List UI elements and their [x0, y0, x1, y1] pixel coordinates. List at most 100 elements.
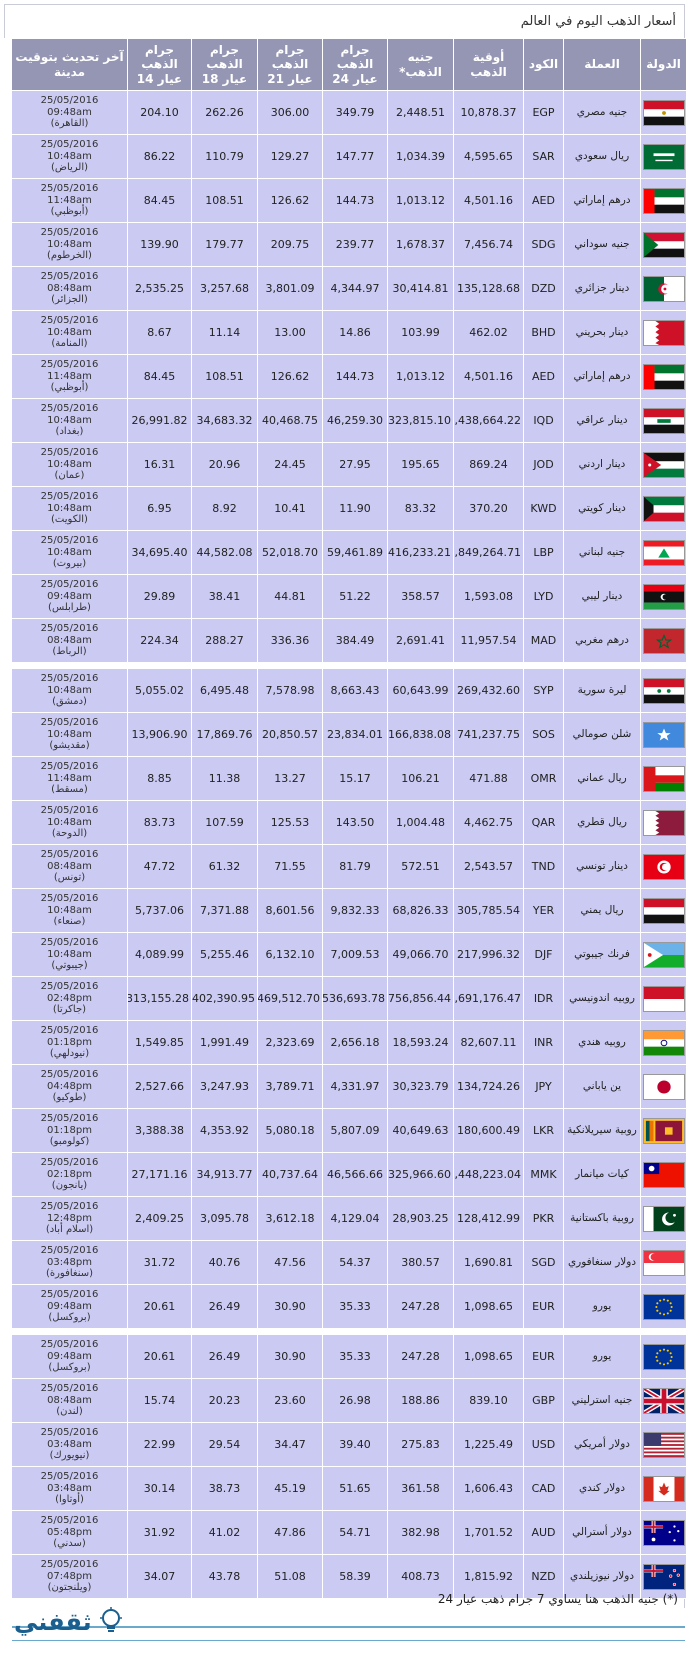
update-city: (كولومبو)	[49, 1136, 90, 1148]
pound-price-cell: 408.73	[387, 1554, 454, 1599]
update-time: 10:48am	[47, 238, 92, 250]
update-date: 25/05/2016	[40, 1427, 99, 1439]
gram-24-price-cell: 144.73	[322, 354, 388, 399]
table-row: جنيه سوداني SDG 7,456.74 1,678.37 239.77 209.…	[11, 222, 687, 267]
gram-18-price-cell: 107.59	[191, 800, 258, 845]
ounce-price-cell: 1,849,264.71	[453, 530, 524, 575]
currency-cell: ريال سعودي	[563, 134, 641, 179]
last-update-cell: 25/05/2016 10:48am (دمشق)	[11, 668, 128, 713]
code-cell: BHD	[523, 310, 564, 355]
gram-18-price-cell: 29.54	[191, 1422, 258, 1467]
gram-18-price-cell: 402,390.95	[191, 976, 258, 1021]
gram-14-price-cell: 34,695.40	[127, 530, 192, 575]
currency-cell: ريال قطري	[563, 800, 641, 845]
update-date: 25/05/2016	[40, 1157, 99, 1169]
currency-cell: درهم إماراتي	[563, 178, 641, 223]
currency-cell: شلن صومالي	[563, 712, 641, 757]
gram-21-price-cell: 23.60	[257, 1378, 323, 1423]
flag-cell	[640, 1196, 687, 1241]
update-time: 10:48am	[47, 150, 92, 162]
gram-21-price-cell: 47.86	[257, 1510, 323, 1555]
last-update-cell: 25/05/2016 03:48pm (سنغافورة)	[11, 1240, 128, 1285]
ounce-price-cell: 217,996.32	[453, 932, 524, 977]
currency-cell: دينار ليبي	[563, 574, 641, 619]
update-time: 12:48pm	[47, 1212, 92, 1224]
table-row: دولار أمريكي USD 1,225.49 275.83 39.40 34.47 2…	[11, 1422, 687, 1467]
gram-24-price-cell: 7,009.53	[322, 932, 388, 977]
flag-cell	[640, 354, 687, 399]
last-update-cell: 25/05/2016 10:48am (صنعاء)	[11, 888, 128, 933]
flag-cell	[640, 1152, 687, 1197]
code-cell: CAD	[523, 1466, 564, 1511]
update-city: (الجزائر)	[51, 294, 88, 306]
gram-18-price-cell: 34,913.77	[191, 1152, 258, 1197]
update-city: (لندن)	[56, 1406, 83, 1418]
currency-cell: جنيه مصري	[563, 90, 641, 135]
pound-price-cell: 572.51	[387, 844, 454, 889]
gram-24-price-cell: 384.49	[322, 618, 388, 663]
update-date: 25/05/2016	[40, 1339, 99, 1351]
gram-18-price-cell: 61.32	[191, 844, 258, 889]
last-update-cell: 25/05/2016 11:48am (أبوظبي)	[11, 354, 128, 399]
update-date: 25/05/2016	[40, 535, 99, 547]
gram-21-price-cell: 7,578.98	[257, 668, 323, 713]
table-row: جنيه استرليني GBP 839.10 188.86 26.98 23.60 20…	[11, 1378, 687, 1423]
code-cell: EUR	[523, 1284, 564, 1329]
gram-14-price-cell: 20.61	[127, 1334, 192, 1379]
gram-21-price-cell: 52,018.70	[257, 530, 323, 575]
gram-14-price-cell: 1,549.85	[127, 1020, 192, 1065]
ounce-price-cell: 471.88	[453, 756, 524, 801]
gram-14-price-cell: 224.34	[127, 618, 192, 663]
last-update-cell: 25/05/2016 10:48am (الدوحة)	[11, 800, 128, 845]
table-header-row: الدولة العملة الكود أوقية الذهب جنيه الذ…	[11, 38, 687, 91]
update-city: (تونس)	[53, 872, 86, 884]
pound-price-cell: 247.28	[387, 1334, 454, 1379]
brand-logo[interactable]: ثقفني	[14, 1607, 124, 1637]
gram-21-price-cell: 129.27	[257, 134, 323, 179]
update-city: (أبوظبي)	[50, 206, 89, 218]
ounce-price-cell: 305,785.54	[453, 888, 524, 933]
gram-18-price-cell: 5,255.46	[191, 932, 258, 977]
lightbulb-icon	[99, 1607, 122, 1632]
ounce-price-cell: 1,593.08	[453, 574, 524, 619]
ounce-price-cell: 869.24	[453, 442, 524, 487]
update-date: 25/05/2016	[40, 761, 99, 773]
gram-14-price-cell: 13,906.90	[127, 712, 192, 757]
code-cell: TND	[523, 844, 564, 889]
gram-14-price-cell: 2,409.25	[127, 1196, 192, 1241]
pound-price-cell: 49,066.70	[387, 932, 454, 977]
gram-18-price-cell: 3,247.93	[191, 1064, 258, 1109]
update-city: (بروكسل)	[48, 1312, 91, 1324]
bahrain-flag-icon	[642, 319, 685, 346]
update-date: 25/05/2016	[40, 1069, 99, 1081]
gram-18-price-cell: 3,257.68	[191, 266, 258, 311]
gold-prices-table-wrap: الدولة العملة الكود أوقية الذهب جنيه الذ…	[11, 38, 687, 1599]
singapore-flag-icon	[642, 1249, 685, 1276]
table-row: دينار عراقي IQD 1,438,664.22 323,815.10 46,2…	[11, 398, 687, 443]
currency-cell: دينار جزائري	[563, 266, 641, 311]
code-cell: NZD	[523, 1554, 564, 1599]
table-row: شلن صومالي SOS 741,237.75 166,838.08 23,834.…	[11, 712, 687, 757]
header-country: الدولة	[640, 38, 687, 91]
currency-cell: روبيه اندونيسي	[563, 976, 641, 1021]
indonesia-flag-icon	[642, 985, 685, 1012]
algeria-flag-icon	[642, 275, 685, 302]
gram-18-price-cell: 38.73	[191, 1466, 258, 1511]
update-city: (صنعاء)	[53, 916, 86, 928]
pound-price-cell: 166,838.08	[387, 712, 454, 757]
code-cell: SDG	[523, 222, 564, 267]
gram-24-price-cell: 54.37	[322, 1240, 388, 1285]
update-time: 09:48am	[47, 1350, 92, 1362]
pound-price-cell: 28,903.25	[387, 1196, 454, 1241]
update-city: (نيويورك)	[49, 1450, 90, 1462]
eu-flag-icon	[642, 1293, 685, 1320]
currency-cell: كيات ميانمار	[563, 1152, 641, 1197]
update-date: 25/05/2016	[40, 491, 99, 503]
table-row: روبيه اندونيسيIDR16,691,176.473,756,856.…	[11, 976, 687, 1021]
update-date: 25/05/2016	[40, 95, 99, 107]
gram-21-price-cell: 71.55	[257, 844, 323, 889]
table-row: يورو EUR 1,098.65 247.28 35.33 30.90 26.49 20.6…	[11, 1334, 687, 1379]
australia-flag-icon	[642, 1519, 685, 1546]
table-row: ريال عماني OMR 471.88 106.21 15.17 13.27 11.38…	[11, 756, 687, 801]
flag-cell	[640, 178, 687, 223]
